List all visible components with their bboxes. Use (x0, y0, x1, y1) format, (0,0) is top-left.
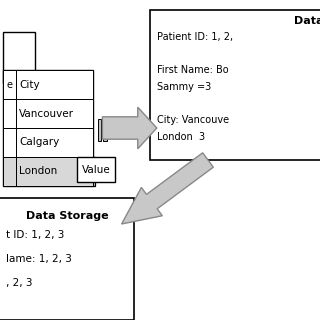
Polygon shape (102, 107, 157, 149)
Text: t ID: 1, 2, 3: t ID: 1, 2, 3 (6, 230, 65, 240)
Text: London  3: London 3 (157, 132, 205, 142)
Text: , 2, 3: , 2, 3 (6, 278, 33, 288)
Bar (150, 10, 320, 160)
Bar (3, 70, 93, 186)
Bar (77, 157, 115, 182)
Text: First Name: Bo: First Name: Bo (157, 65, 228, 75)
Bar (16, 70, 93, 99)
Bar (103, 119, 107, 141)
Text: City: City (19, 80, 40, 90)
Bar (98, 119, 101, 141)
Text: Vancouver: Vancouver (19, 108, 74, 119)
Bar (0, 198, 134, 320)
Polygon shape (122, 153, 213, 224)
Text: e: e (7, 80, 12, 90)
Text: Sammy =3: Sammy =3 (157, 82, 211, 92)
Bar (3, 32, 35, 83)
Bar (3, 157, 16, 186)
Text: Data Storage: Data Storage (26, 211, 108, 221)
Text: Value: Value (82, 164, 110, 175)
Text: lame: 1, 2, 3: lame: 1, 2, 3 (6, 254, 72, 264)
Text: City: Vancouve: City: Vancouve (157, 115, 229, 125)
Bar (3, 70, 16, 99)
Bar (3, 128, 16, 157)
Bar (16, 99, 93, 128)
Text: Data: Data (294, 16, 320, 26)
Text: London: London (19, 166, 58, 176)
Text: Calgary: Calgary (19, 137, 60, 148)
Bar (16, 128, 93, 157)
Text: Patient ID: 1, 2,: Patient ID: 1, 2, (157, 32, 233, 42)
Bar (3, 99, 16, 128)
Bar (16, 157, 93, 186)
